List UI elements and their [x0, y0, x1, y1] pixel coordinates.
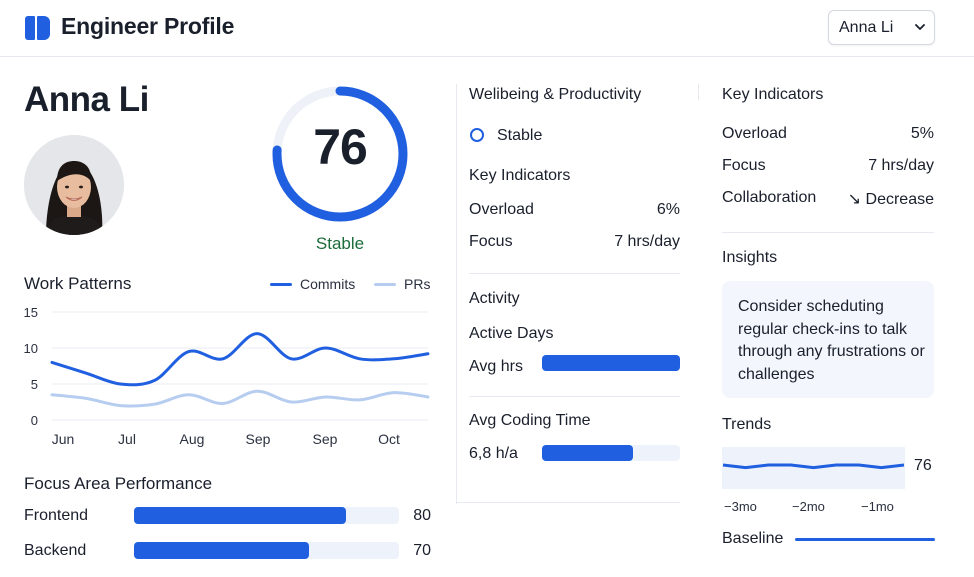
wellbeing-status: Stable: [497, 127, 543, 144]
insights-title: Insights: [722, 249, 778, 266]
user-select-dropdown[interactable]: Anna Li: [828, 10, 935, 45]
commits-swatch-icon: [270, 282, 292, 286]
chevron-down-icon: [915, 24, 925, 30]
trend-tick-3mo: −3mo: [724, 499, 757, 514]
y-tick-label: 0: [31, 413, 38, 428]
engineer-name: Anna Li: [24, 80, 149, 119]
app-header: Engineer Profile Anna Li: [0, 0, 974, 57]
avg-coding-title: Avg Coding Time: [469, 412, 591, 429]
wellbeing-focus-label: Focus: [469, 233, 513, 250]
score-status: Stable: [315, 234, 365, 253]
wellbeing-overload-value: 6%: [656, 201, 680, 218]
avatar: [24, 135, 124, 235]
x-tick-label: Sep: [313, 431, 338, 447]
right-overload-label: Overload: [722, 125, 787, 142]
score-value: 76: [313, 119, 368, 175]
y-tick-label: 10: [24, 341, 38, 356]
right-key-indicators-title: Key Indicators: [722, 86, 824, 103]
trend-tick-1mo: −1mo: [861, 499, 894, 514]
wellbeing-title: Welibeing & Productivity: [469, 86, 642, 103]
right-focus-label: Focus: [722, 157, 766, 174]
x-tick-label: Sep: [246, 431, 271, 447]
legend-commits-label: Commits: [300, 276, 356, 292]
x-tick-label: Jul: [118, 431, 136, 447]
focus-backend-value: 70: [413, 542, 431, 559]
right-overload-value: 5%: [910, 125, 934, 142]
avg-coding-value: 6,8 h/a: [469, 445, 518, 462]
avg-hrs-label: Avg hrs: [469, 358, 523, 375]
active-days-label: Active Days: [469, 325, 554, 342]
legend-prs: PRs: [374, 276, 430, 292]
selected-user: Anna Li: [839, 19, 894, 36]
divider: [456, 502, 680, 503]
focus-frontend-label: Frontend: [24, 507, 89, 524]
x-tick-label: Jun: [52, 431, 75, 447]
right-collaboration-value: ↘ Decrease: [847, 191, 934, 208]
y-tick-label: 5: [31, 377, 38, 392]
status-circle-icon: [470, 128, 484, 142]
trend-line-chart: [722, 463, 905, 470]
baseline-label: Baseline: [722, 530, 784, 547]
divider: [469, 396, 680, 397]
divider: [722, 232, 934, 233]
activity-title: Activity: [469, 290, 520, 307]
column-divider: [698, 84, 699, 100]
focus-area-title: Focus Area Performance: [24, 474, 213, 493]
focus-backend-bar: [134, 542, 399, 559]
right-collaboration-label: Collaboration: [722, 189, 817, 206]
focus-frontend-bar: [134, 507, 399, 524]
wellbeing-key-indicators-title: Key Indicators: [469, 167, 571, 184]
divider: [469, 273, 680, 274]
focus-backend-fill: [134, 542, 309, 559]
column-divider: [456, 84, 457, 504]
avg-hrs-bar: [542, 355, 680, 371]
wellbeing-overload-label: Overload: [469, 201, 534, 218]
trend-series-line: [722, 463, 905, 470]
legend-prs-label: PRs: [404, 276, 431, 292]
prs-series-line: [50, 389, 430, 408]
focus-backend-label: Backend: [24, 542, 87, 559]
trend-tick-2mo: −2mo: [792, 499, 825, 514]
app-logo-icon: [25, 16, 50, 40]
insight-card: Consider scheduting regular check-ins to…: [722, 281, 934, 398]
avg-hrs-fill: [542, 355, 680, 371]
trends-title: Trends: [722, 416, 772, 433]
avg-coding-fill: [542, 445, 634, 461]
x-tick-label: Aug: [180, 431, 205, 447]
avg-coding-bar: [542, 445, 680, 461]
insight-text: Consider scheduting regular check-ins to…: [738, 298, 925, 383]
work-patterns-title: Work Patterns: [24, 274, 132, 293]
avatar-portrait-icon: [24, 135, 124, 235]
focus-frontend-fill: [134, 507, 346, 524]
trend-value: 76: [914, 457, 932, 474]
commits-series-line: [50, 332, 430, 387]
right-focus-value: 7 hrs/day: [868, 157, 934, 174]
focus-frontend-value: 80: [413, 507, 431, 524]
prs-swatch-icon: [374, 282, 396, 286]
page-title: Engineer Profile: [61, 13, 235, 39]
legend-commits: Commits: [270, 276, 355, 292]
wellbeing-focus-value: 7 hrs/day: [614, 233, 680, 250]
baseline-line: [795, 538, 935, 541]
score-ring: [272, 86, 408, 222]
x-tick-label: Oct: [378, 431, 400, 447]
work-patterns-chart: 15 10 5 0 Jun Jul Aug Sep Sep Oct: [24, 305, 430, 447]
y-tick-label: 15: [24, 305, 38, 320]
